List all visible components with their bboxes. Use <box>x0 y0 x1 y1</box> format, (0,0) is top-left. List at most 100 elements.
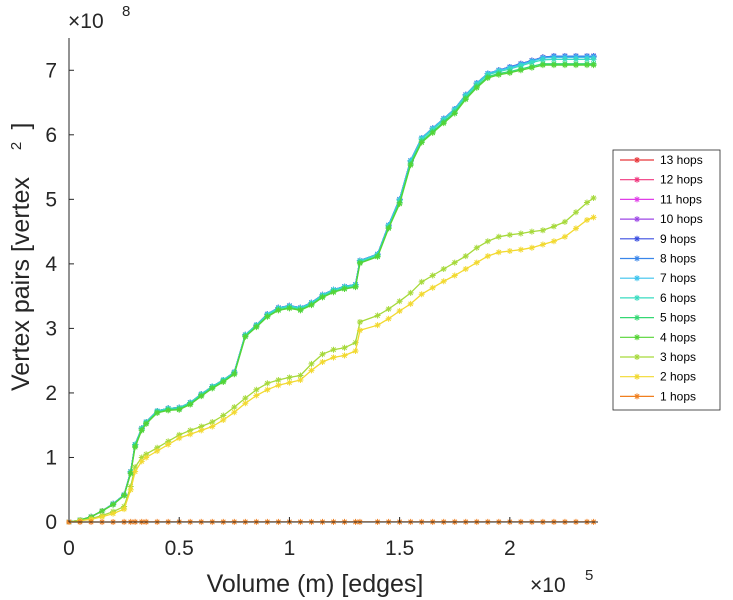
legend-label: 5 hops <box>660 311 696 325</box>
y-axis-label: Vertex pairs [vertex 2 ] <box>7 123 35 391</box>
data-point <box>330 346 337 353</box>
data-point <box>231 371 238 378</box>
y-tick-label: 0 <box>45 511 57 534</box>
x-tick-label: 1.5 <box>385 537 414 560</box>
data-point <box>121 492 128 499</box>
data-point <box>154 409 161 416</box>
data-point <box>440 266 447 273</box>
data-point <box>396 298 403 305</box>
data-point <box>264 313 271 320</box>
data-point <box>264 386 271 393</box>
data-point <box>561 218 568 225</box>
legend-label: 9 hops <box>660 232 696 246</box>
legend-entry: 12 hops <box>620 173 703 187</box>
data-point <box>583 56 590 63</box>
data-point <box>330 354 337 361</box>
legend-entry: 1 hops <box>620 389 696 403</box>
data-point <box>341 344 348 351</box>
data-point <box>187 427 194 434</box>
data-point <box>583 62 590 69</box>
legend-entry: 4 hops <box>620 330 696 344</box>
data-point <box>220 378 227 385</box>
data-point <box>308 360 315 367</box>
y-tick-label: 5 <box>45 188 57 211</box>
data-point <box>198 427 205 434</box>
data-point <box>165 441 172 448</box>
data-point <box>572 56 579 63</box>
data-point <box>165 407 172 414</box>
data-point <box>590 56 597 63</box>
legend-label: 7 hops <box>660 271 696 285</box>
x-multiplier: ×10 <box>530 574 566 597</box>
data-point <box>143 451 150 458</box>
legend-label: 3 hops <box>660 350 696 364</box>
data-point <box>451 272 458 279</box>
data-point <box>352 284 359 291</box>
data-point <box>138 458 145 465</box>
data-point <box>506 247 513 254</box>
data-point <box>539 227 546 234</box>
legend-entry: 9 hops <box>620 232 696 246</box>
data-point <box>330 289 337 296</box>
data-point <box>356 327 363 334</box>
data-point <box>396 307 403 314</box>
data-point <box>539 56 546 63</box>
data-point <box>528 244 535 251</box>
legend-entry: 11 hops <box>620 192 702 206</box>
data-point <box>319 358 326 365</box>
y-tick-label: 7 <box>45 59 57 82</box>
data-point <box>286 379 293 386</box>
data-point <box>484 238 491 245</box>
data-point <box>143 454 150 461</box>
data-point <box>550 56 557 63</box>
data-point <box>209 423 216 430</box>
data-point <box>429 129 436 136</box>
data-point <box>253 324 260 331</box>
legend-marker <box>634 393 640 400</box>
data-point <box>264 380 271 387</box>
data-point <box>99 513 106 520</box>
data-point <box>242 333 249 340</box>
data-point <box>356 260 363 267</box>
series-line <box>68 216 594 523</box>
data-point <box>198 423 205 430</box>
data-point <box>253 392 260 399</box>
axes-layer <box>68 38 598 523</box>
data-point <box>138 454 145 461</box>
legend-marker <box>634 235 640 242</box>
data-point <box>561 56 568 63</box>
data-point <box>231 404 238 411</box>
series-2-hops <box>66 214 597 525</box>
y-tick-label: 2 <box>45 382 57 405</box>
data-point <box>407 300 414 307</box>
legend-marker <box>634 157 640 163</box>
legend-marker <box>634 294 640 301</box>
data-point <box>561 62 568 69</box>
data-point <box>132 444 139 451</box>
data-point <box>583 199 590 206</box>
data-point <box>127 483 134 490</box>
data-point <box>590 195 597 202</box>
data-point <box>517 67 524 74</box>
data-point <box>506 231 513 238</box>
data-point <box>220 412 227 419</box>
data-point <box>319 351 326 358</box>
legend-entry: 2 hops <box>620 370 696 384</box>
series-line <box>68 197 594 523</box>
data-point <box>495 249 502 256</box>
x-tick-label: 2 <box>504 537 516 560</box>
data-point <box>451 110 458 117</box>
legend-marker <box>634 196 640 203</box>
data-point <box>418 139 425 146</box>
data-point <box>550 62 557 69</box>
data-point <box>308 302 315 309</box>
data-point <box>572 209 579 216</box>
data-point <box>110 501 117 508</box>
data-point <box>220 417 227 424</box>
data-point <box>418 291 425 298</box>
data-point <box>242 395 249 402</box>
legend-label: 2 hops <box>660 370 696 384</box>
data-point <box>110 510 117 517</box>
data-point <box>253 386 260 393</box>
legend-label: 10 hops <box>660 212 703 226</box>
